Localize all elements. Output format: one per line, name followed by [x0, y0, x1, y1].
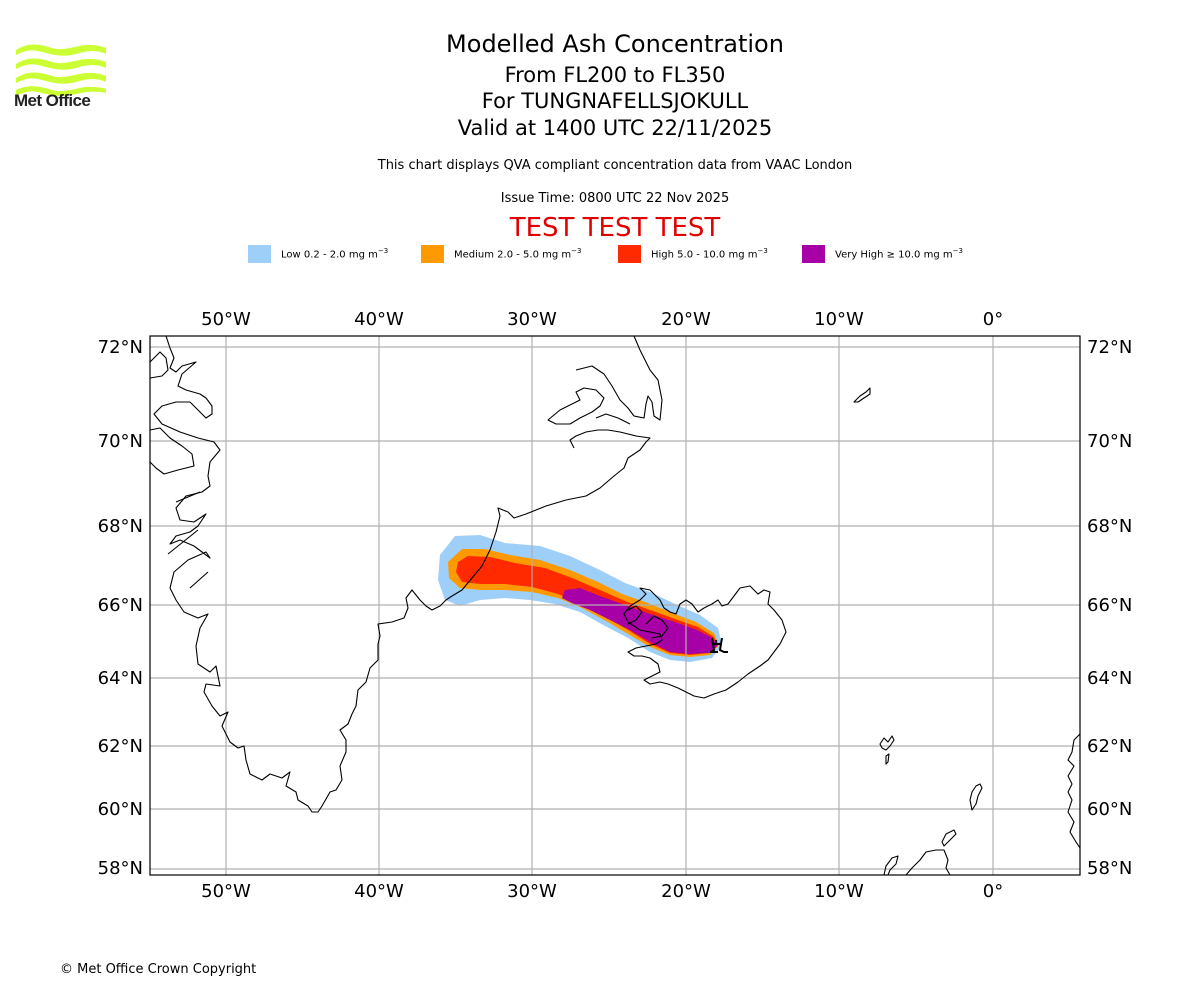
lat-tick-label: 58°N — [1087, 858, 1132, 879]
legend-item-low: Low 0.2 - 2.0 mg m−3 — [248, 244, 388, 264]
lon-tick-label: 10°W — [814, 881, 864, 902]
coast-greenland-east — [445, 429, 651, 601]
coast-jan-mayen — [853, 387, 871, 403]
flight-level-range: From FL200 to FL350 — [504, 63, 726, 87]
legend-swatch-medium — [421, 245, 444, 263]
issue-time: Issue Time: 0800 UTC 22 Nov 2025 — [500, 191, 730, 206]
legend-item-medium: Medium 2.0 - 5.0 mg m−3 — [421, 244, 581, 264]
lon-tick-label: 40°W — [354, 309, 404, 330]
coast-greenland-small — [595, 413, 631, 425]
legend-swatch-very-high — [802, 245, 825, 263]
coast-scotland — [905, 849, 951, 875]
coast-orkney — [941, 829, 957, 847]
coast-greenland-west — [153, 336, 447, 813]
legend-item-very-high: Very High ≥ 10.0 mg m−3 — [802, 244, 963, 264]
lat-ticks-left: 72°N 70°N 68°N 66°N 64°N 62°N 60°N 58°N — [98, 337, 143, 879]
lat-ticks-right: 72°N 70°N 68°N 66°N 64°N 62°N 60°N 58°N — [1087, 337, 1132, 879]
coast-greenland-east-peninsula — [575, 336, 663, 421]
legend-swatch-low — [248, 245, 271, 263]
lon-tick-label: 10°W — [814, 309, 864, 330]
copyright-notice: © Met Office Crown Copyright — [60, 962, 257, 977]
lat-tick-label: 72°N — [1087, 337, 1132, 358]
lat-tick-label: 64°N — [1087, 668, 1132, 689]
chart-title: Modelled Ash Concentration — [446, 30, 784, 58]
lat-tick-label: 62°N — [98, 736, 143, 757]
lat-tick-label: 62°N — [1087, 736, 1132, 757]
lon-tick-label: 0° — [983, 881, 1003, 902]
lat-tick-label: 58°N — [98, 858, 143, 879]
lat-tick-label: 66°N — [98, 595, 143, 616]
chart-subtitle: This chart displays QVA compliant concen… — [377, 158, 853, 173]
lon-tick-label: 20°W — [661, 309, 711, 330]
coast-outer-hebrides — [883, 855, 899, 875]
coast-faroe-islands — [879, 735, 895, 765]
coast-greenland-fjord — [167, 491, 209, 589]
graticule — [150, 336, 1080, 875]
legend-label-low: Low 0.2 - 2.0 mg m−3 — [281, 247, 389, 261]
legend-item-high: High 5.0 - 10.0 mg m−3 — [618, 244, 768, 264]
volcano-name: For TUNGNAFELLSJOKULL — [481, 89, 749, 113]
test-banner: TEST TEST TEST — [509, 213, 721, 243]
coastlines — [150, 336, 1080, 875]
coast-iceland — [623, 585, 787, 699]
legend-label-high: High 5.0 - 10.0 mg m−3 — [651, 247, 768, 261]
lon-tick-label: 20°W — [661, 881, 711, 902]
lon-ticks-bottom: 50°W 40°W 30°W 20°W 10°W 0° — [201, 881, 1003, 902]
lat-tick-label: 64°N — [98, 668, 143, 689]
lat-tick-label: 72°N — [98, 337, 143, 358]
coast-norway — [1067, 733, 1080, 849]
legend-label-medium: Medium 2.0 - 5.0 mg m−3 — [454, 247, 582, 261]
lon-tick-label: 30°W — [507, 881, 557, 902]
met-office-logo-icon — [16, 44, 106, 96]
lat-tick-label: 70°N — [98, 431, 143, 452]
lat-tick-label: 68°N — [1087, 516, 1132, 537]
coast-shetland — [969, 783, 983, 811]
lat-tick-label: 60°N — [1087, 799, 1132, 820]
map-frame — [149, 335, 1081, 876]
lon-ticks-top: 50°W 40°W 30°W 20°W 10°W 0° — [201, 309, 1003, 330]
valid-time: Valid at 1400 UTC 22/11/2025 — [457, 116, 773, 140]
lon-tick-label: 30°W — [507, 309, 557, 330]
lat-tick-label: 68°N — [98, 516, 143, 537]
coast-greenland-west-2 — [150, 351, 169, 379]
lat-tick-label: 60°N — [98, 799, 143, 820]
lon-tick-label: 40°W — [354, 881, 404, 902]
legend-swatch-high — [618, 245, 641, 263]
lon-tick-label: 0° — [983, 309, 1003, 330]
coast-greenland-west-island — [150, 427, 195, 475]
legend-label-very-high: Very High ≥ 10.0 mg m−3 — [835, 247, 963, 261]
lat-tick-label: 66°N — [1087, 595, 1132, 616]
coast-greenland-east-fjord — [547, 387, 605, 425]
coast-iceland-westfjords — [627, 605, 669, 639]
lon-tick-label: 50°W — [201, 881, 251, 902]
ash-plume — [438, 535, 722, 662]
logo-text: Met Office — [14, 91, 91, 110]
lon-tick-label: 50°W — [201, 309, 251, 330]
lat-tick-label: 70°N — [1087, 431, 1132, 452]
volcano-marker-icon — [709, 637, 728, 653]
